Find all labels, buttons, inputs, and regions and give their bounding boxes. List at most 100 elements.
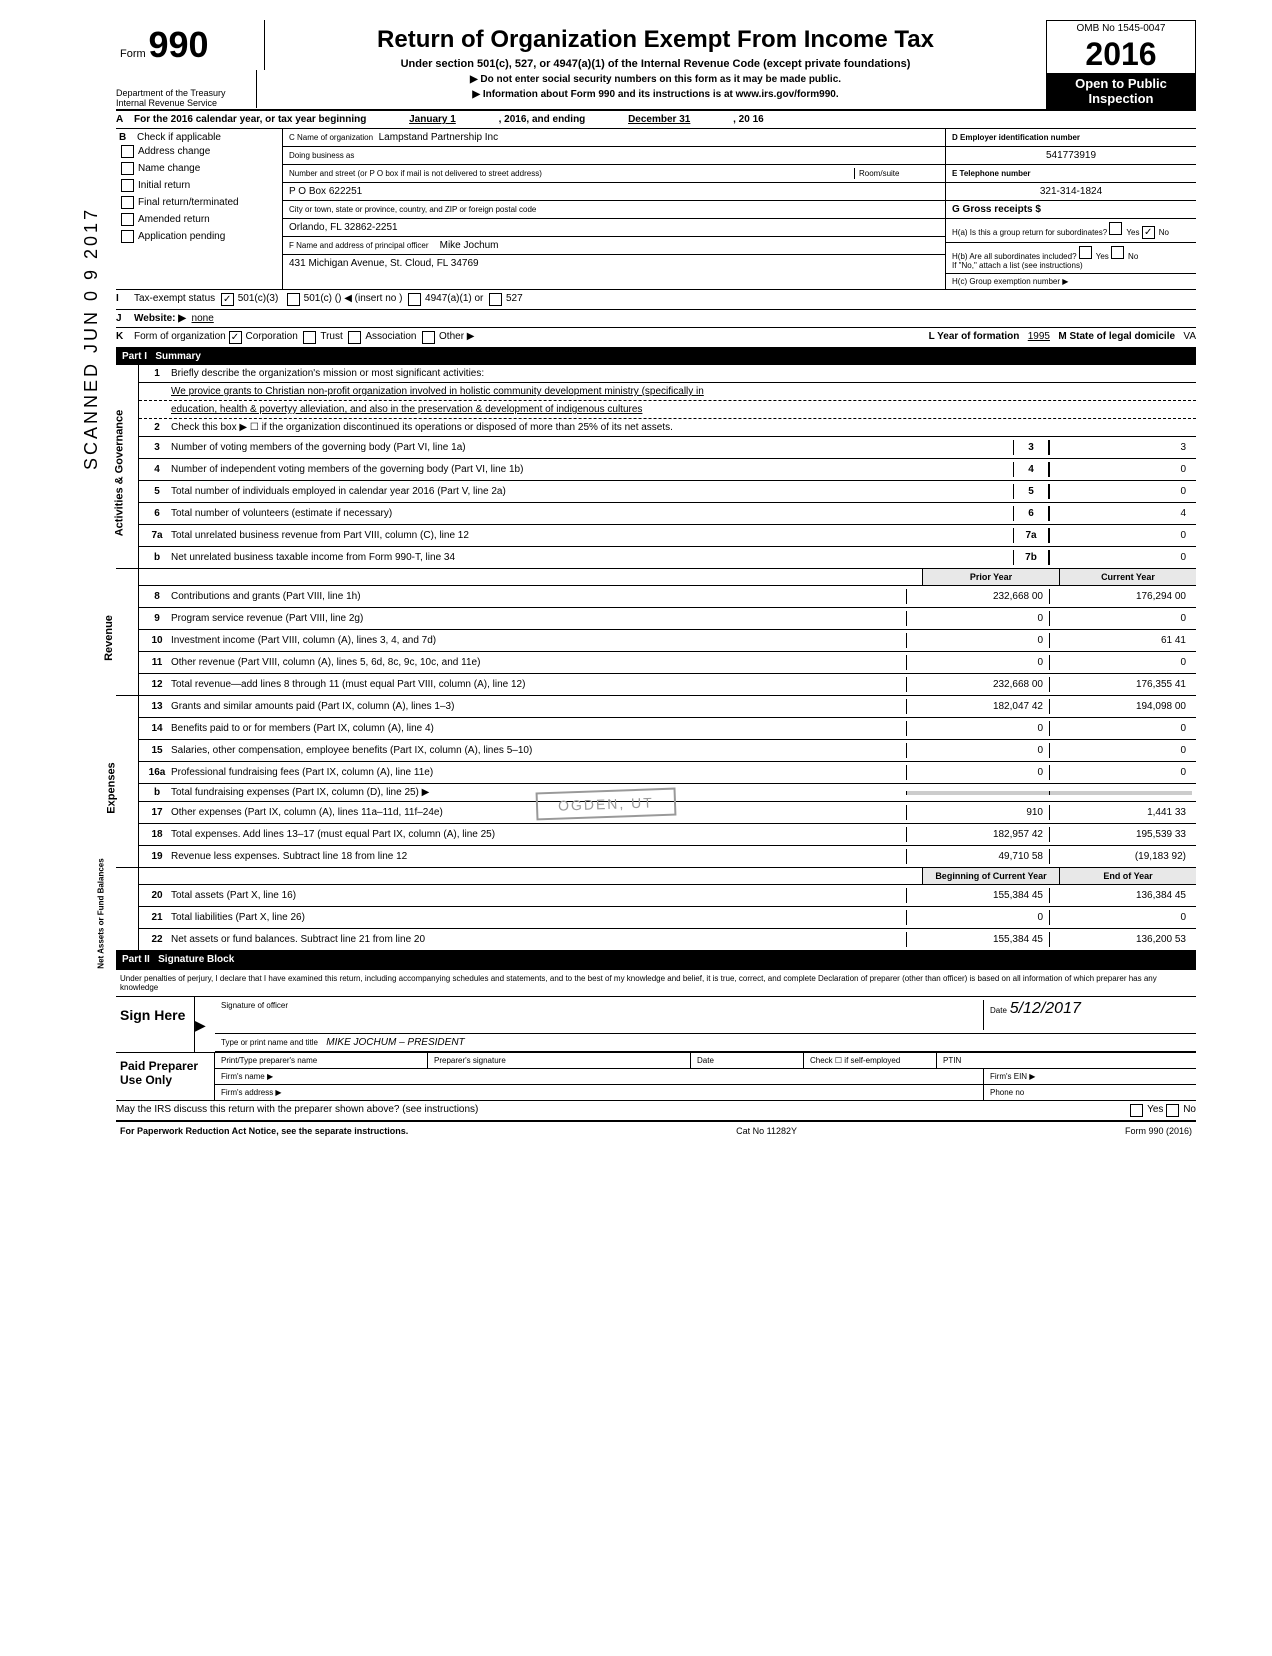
- l14-text: Benefits paid to or for members (Part IX…: [171, 723, 906, 734]
- l3-text: Number of voting members of the governin…: [171, 442, 1013, 453]
- discuss-no-label: No: [1183, 1104, 1196, 1117]
- ein-value: 541773919: [1046, 150, 1096, 161]
- cb-assoc[interactable]: [348, 331, 361, 344]
- l16a-num: 16a: [143, 767, 171, 778]
- ha-label: H(a) Is this a group return for subordin…: [952, 228, 1107, 237]
- instruction-2: ▶ Information about Form 990 and its ins…: [271, 89, 1040, 100]
- l10-num: 10: [143, 635, 171, 646]
- netassets-label: Net Assets or Fund Balances: [97, 858, 106, 968]
- state-domicile-label: M State of legal domicile: [1058, 331, 1175, 342]
- cb-corp[interactable]: [229, 331, 242, 344]
- ha-no[interactable]: [1142, 226, 1155, 239]
- l6-val: 4: [1049, 506, 1192, 521]
- l17-num: 17: [143, 807, 171, 818]
- l11-text: Other revenue (Part VIII, column (A), li…: [171, 657, 906, 668]
- cb-501c3[interactable]: [221, 293, 234, 306]
- l14-prior: 0: [906, 721, 1049, 736]
- row-k-text: Form of organization: [134, 331, 226, 344]
- paperwork-notice: For Paperwork Reduction Act Notice, see …: [120, 1126, 408, 1136]
- sig-name-value: MIKE JOCHUM – PRESIDENT: [326, 1037, 464, 1048]
- ha-yes-label: Yes: [1126, 228, 1139, 237]
- l9-current: 0: [1049, 611, 1192, 626]
- cb-name[interactable]: [121, 162, 134, 175]
- l7b-num: b: [143, 552, 171, 563]
- l19-current: (19,183 92): [1049, 849, 1192, 864]
- label-j: J: [116, 313, 134, 324]
- cb-initial[interactable]: [121, 179, 134, 192]
- l4-col: 4: [1013, 462, 1049, 477]
- row-a-end: December 31: [628, 114, 690, 125]
- hb-label: H(b) Are all subordinates included?: [952, 252, 1077, 261]
- prior-year-header: Prior Year: [922, 569, 1059, 585]
- row-i: I Tax-exempt status 501(c)(3) 501(c) ( )…: [116, 290, 1196, 310]
- row-a-mid: , 2016, and ending: [499, 114, 586, 125]
- city-value: Orlando, FL 32862-2251: [289, 222, 398, 233]
- l18-num: 18: [143, 829, 171, 840]
- opt-501c3: 501(c)(3): [238, 293, 279, 306]
- firm-phone-label: Phone no: [984, 1085, 1196, 1100]
- row-k: K Form of organization Corporation Trust…: [116, 328, 1196, 348]
- opt-501c-b: ) ◀ (insert no ): [338, 293, 402, 306]
- l10-current: 61 41: [1049, 633, 1192, 648]
- main-title: Return of Organization Exempt From Incom…: [271, 26, 1040, 54]
- cb-final[interactable]: [121, 196, 134, 209]
- addr-value: P O Box 622251: [289, 186, 362, 197]
- l10-text: Investment income (Part VIII, column (A)…: [171, 635, 906, 646]
- l4-num: 4: [143, 464, 171, 475]
- hc-label: H(c) Group exemption number ▶: [952, 277, 1068, 286]
- cb-address[interactable]: [121, 145, 134, 158]
- sig-date-value: 5/12/2017: [1010, 1000, 1081, 1017]
- dba-label: Doing business as: [289, 151, 354, 160]
- cb-trust[interactable]: [303, 331, 316, 344]
- cb-4947[interactable]: [408, 293, 421, 306]
- l7b-col: 7b: [1013, 550, 1049, 565]
- cb-pending[interactable]: [121, 230, 134, 243]
- l16b-num: b: [143, 787, 171, 798]
- l17-prior: 910: [906, 805, 1049, 820]
- cb-501c[interactable]: [287, 293, 300, 306]
- cb-527[interactable]: [489, 293, 502, 306]
- subtitle: Under section 501(c), 527, or 4947(a)(1)…: [271, 58, 1040, 70]
- cat-no: Cat No 11282Y: [736, 1126, 797, 1136]
- l7b-val: 0: [1049, 550, 1192, 565]
- l21-prior: 0: [906, 910, 1049, 925]
- addr-label: Number and street (or P O box if mail is…: [289, 169, 542, 178]
- l7a-text: Total unrelated business revenue from Pa…: [171, 530, 1013, 541]
- hb-yes[interactable]: [1079, 246, 1092, 259]
- officer-addr: 431 Michigan Avenue, St. Cloud, FL 34769: [289, 258, 479, 269]
- firm-name-label: Firm's name ▶: [215, 1069, 984, 1084]
- form-prefix: Form: [120, 48, 146, 60]
- side-stamp: SCANNED JUN 0 9 2017: [81, 207, 102, 470]
- end-year-header: End of Year: [1059, 868, 1196, 884]
- l1b-text: education, health & povertyy alleviation…: [171, 404, 1192, 415]
- ptin-label: PTIN: [937, 1053, 1196, 1068]
- l8-text: Contributions and grants (Part VIII, lin…: [171, 591, 906, 602]
- l5-col: 5: [1013, 484, 1049, 499]
- l5-text: Total number of individuals employed in …: [171, 486, 1013, 497]
- part1-title: Summary: [155, 351, 201, 362]
- phone-label: E Telephone number: [952, 169, 1031, 178]
- cb-other[interactable]: [422, 331, 435, 344]
- cb-amended[interactable]: [121, 213, 134, 226]
- discuss-no[interactable]: [1166, 1104, 1179, 1117]
- l5-num: 5: [143, 486, 171, 497]
- l3-val: 3: [1049, 440, 1192, 455]
- prep-date-label: Date: [691, 1053, 804, 1068]
- opt-trust: Trust: [320, 331, 342, 344]
- part2-header: Part II Signature Block: [116, 951, 1196, 968]
- discuss-yes[interactable]: [1130, 1104, 1143, 1117]
- l12-text: Total revenue—add lines 8 through 11 (mu…: [171, 679, 906, 690]
- l7b-text: Net unrelated business taxable income fr…: [171, 552, 1013, 563]
- row-a-year: , 20 16: [733, 114, 764, 125]
- hb-note: If "No," attach a list (see instructions…: [952, 261, 1190, 270]
- l11-num: 11: [143, 657, 171, 668]
- l12-num: 12: [143, 679, 171, 690]
- ha-yes[interactable]: [1109, 222, 1122, 235]
- dept2: Internal Revenue Service: [116, 98, 256, 108]
- expenses-label: Expenses: [106, 762, 118, 813]
- l2-num: 2: [143, 422, 171, 433]
- hb-no[interactable]: [1111, 246, 1124, 259]
- year-formation-label: L Year of formation: [929, 331, 1020, 342]
- l14-num: 14: [143, 723, 171, 734]
- l12-current: 176,355 41: [1049, 677, 1192, 692]
